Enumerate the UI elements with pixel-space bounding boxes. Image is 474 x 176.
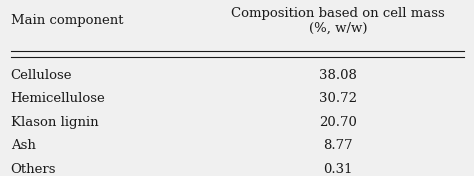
Text: 8.77: 8.77 bbox=[323, 139, 353, 152]
Text: Cellulose: Cellulose bbox=[11, 69, 72, 82]
Text: Others: Others bbox=[11, 163, 56, 176]
Text: 20.70: 20.70 bbox=[319, 116, 357, 129]
Text: Ash: Ash bbox=[11, 139, 36, 152]
Text: 0.31: 0.31 bbox=[323, 163, 353, 176]
Text: Hemicellulose: Hemicellulose bbox=[11, 92, 106, 105]
Text: Klason lignin: Klason lignin bbox=[11, 116, 99, 129]
Text: Main component: Main component bbox=[11, 14, 123, 27]
Text: 30.72: 30.72 bbox=[319, 92, 357, 105]
Text: 38.08: 38.08 bbox=[319, 69, 357, 82]
Text: Composition based on cell mass
(%, w/w): Composition based on cell mass (%, w/w) bbox=[231, 7, 445, 35]
